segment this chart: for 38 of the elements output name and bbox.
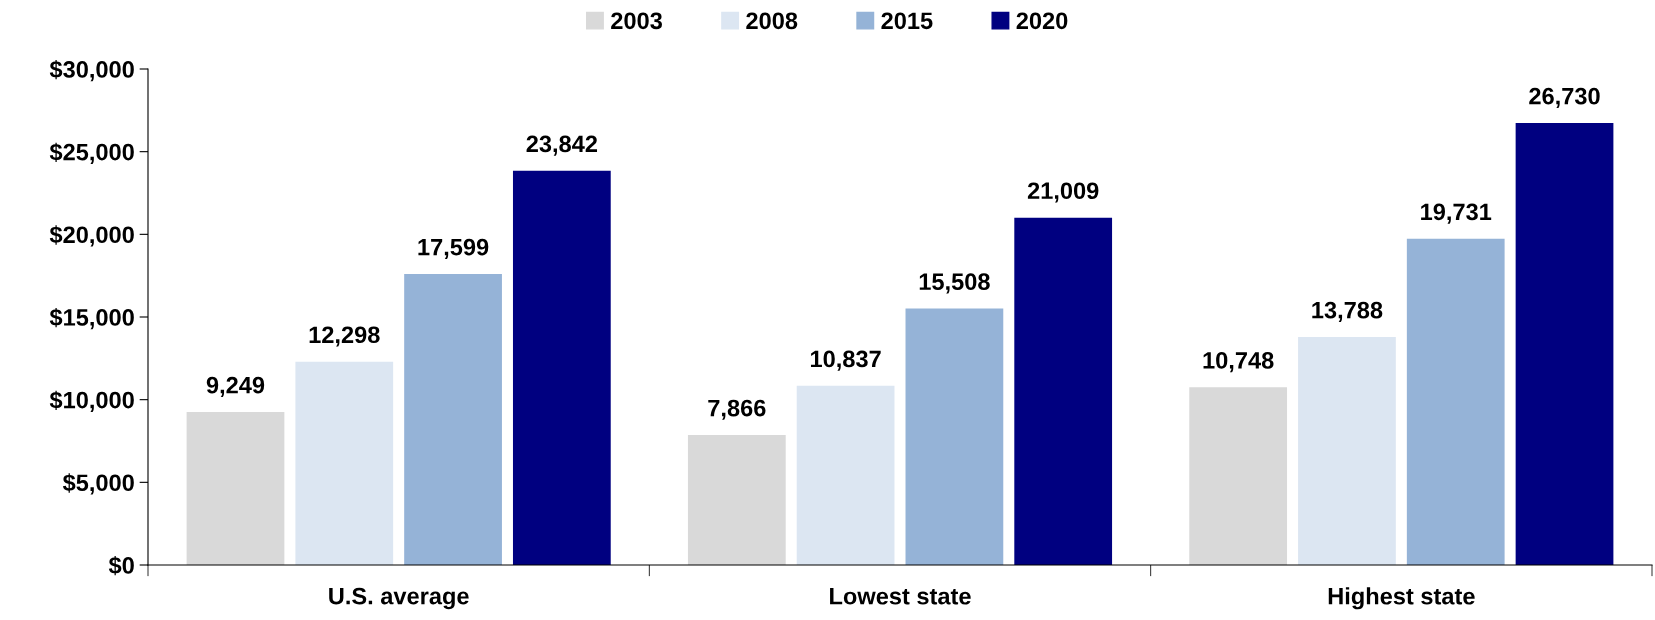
- bar: [186, 412, 285, 565]
- data-label: 17,599: [418, 238, 489, 259]
- bar: [1298, 337, 1396, 565]
- y-tick-label: $30,000: [49, 60, 134, 82]
- x-tick-label: Highest state: [1328, 587, 1475, 610]
- bar: [512, 170, 611, 565]
- legend-label: 2008: [746, 12, 798, 30]
- y-tick-label: $25,000: [49, 142, 134, 164]
- y-tick-label: $15,000: [49, 308, 134, 330]
- data-label: 15,508: [919, 273, 990, 294]
- bar: [905, 308, 1004, 565]
- data-label: 7,866: [708, 399, 766, 420]
- y-tick-label: $20,000: [49, 225, 134, 247]
- bar: [1189, 387, 1288, 565]
- bar: [796, 385, 895, 565]
- x-tick-label: Lowest state: [830, 588, 971, 605]
- legend-label: 2015: [881, 12, 933, 30]
- data-label: 10,837: [810, 350, 881, 371]
- bar: [404, 274, 502, 565]
- bar: [1014, 217, 1113, 565]
- legend-label: 2020: [1016, 12, 1068, 30]
- data-label: 23,842: [526, 135, 598, 156]
- data-label: 12,298: [309, 326, 380, 347]
- data-label: 10,748: [1203, 352, 1274, 373]
- data-label: 19,731: [1421, 203, 1492, 224]
- bar: [1406, 238, 1505, 565]
- legend-label: 2003: [611, 12, 662, 30]
- bar: [1515, 123, 1614, 565]
- y-tick-label: $10,000: [49, 390, 134, 412]
- data-label: 26,730: [1529, 87, 1600, 108]
- data-label: 9,249: [206, 376, 265, 397]
- data-label: 13,788: [1312, 301, 1383, 322]
- y-tick-label: $0: [108, 556, 134, 576]
- bar: [687, 434, 786, 565]
- bar: [295, 361, 394, 565]
- data-label: 21,009: [1027, 182, 1099, 203]
- x-tick-label: U.S. average: [329, 587, 469, 610]
- y-tick-label: $5,000: [62, 473, 134, 495]
